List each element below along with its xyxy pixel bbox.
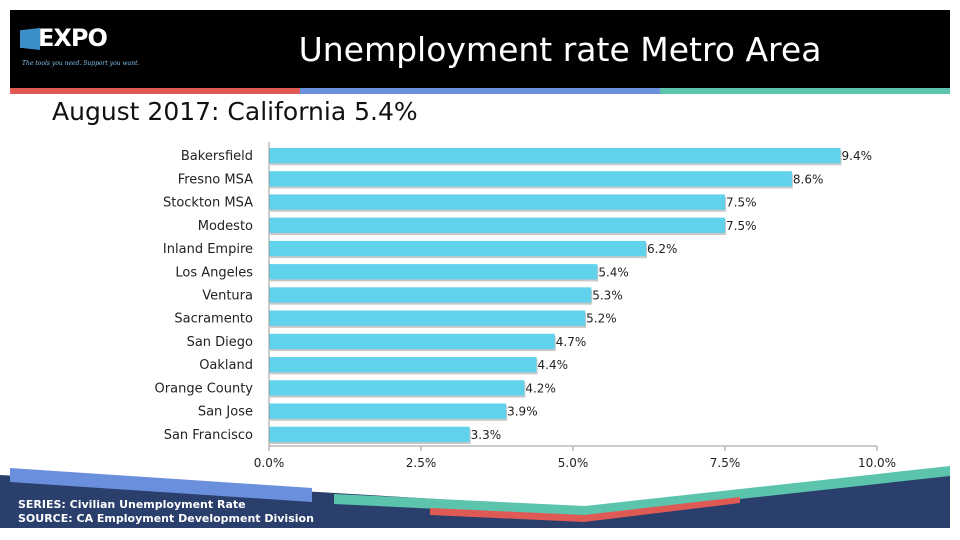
data-label: 3.9% — [507, 405, 538, 419]
x-tick-label: 5.0% — [558, 456, 589, 470]
data-label: 7.5% — [726, 196, 757, 210]
x-tick-label: 0.0% — [254, 456, 285, 470]
x-tick-label: 2.5% — [406, 456, 437, 470]
category-label: Los Angeles — [175, 265, 253, 280]
category-label: Sacramento — [174, 312, 253, 327]
stripe-blue — [300, 88, 660, 94]
header-bar: EXPO The tools you need. Support you wan… — [10, 10, 950, 88]
x-tick-label: 10.0% — [858, 456, 896, 470]
category-label: San Francisco — [164, 428, 253, 443]
category-label: Fresno MSA — [178, 172, 253, 187]
category-label: Inland Empire — [163, 242, 253, 257]
bar — [269, 357, 537, 373]
data-label: 6.2% — [647, 242, 678, 256]
chart-subtitle: August 2017: California 5.4% — [52, 97, 418, 126]
bar — [269, 217, 725, 233]
footer-red-swoosh — [430, 497, 740, 522]
logo-tagline: The tools you need. Support you want. — [22, 60, 140, 67]
category-label: San Diego — [187, 335, 253, 350]
bar — [269, 333, 555, 350]
category-label: Bakersfield — [181, 149, 253, 164]
data-label: 7.5% — [726, 219, 757, 233]
expo-logo: EXPO The tools you need. Support you wan… — [20, 24, 139, 76]
category-label: Stockton MSA — [163, 196, 253, 211]
bar-chart: Bakersfield 9.4% Fresno MSA 8.6% Stockton MS… — [155, 142, 896, 470]
bar — [269, 380, 525, 396]
data-label: 5.4% — [598, 265, 629, 279]
data-label: 4.7% — [556, 335, 587, 349]
data-label: 8.6% — [793, 172, 824, 186]
data-label: 5.2% — [586, 312, 617, 326]
category-label: Orange County — [155, 381, 254, 396]
bar — [269, 264, 598, 280]
data-label: 4.4% — [538, 358, 569, 372]
bar — [269, 240, 646, 257]
data-label: 3.3% — [471, 428, 502, 442]
footer-source: SOURCE: CA Employment Development Divisi… — [18, 512, 314, 525]
bar — [269, 287, 592, 303]
stripe-red — [10, 88, 300, 94]
bar — [269, 171, 792, 187]
bar — [269, 194, 725, 210]
bar — [269, 426, 470, 443]
flag-icon — [20, 28, 40, 50]
page-title: Unemployment rate Metro Area — [298, 30, 822, 69]
footer-teal-swoosh — [334, 466, 950, 516]
data-label: 9.4% — [842, 149, 873, 163]
bar — [269, 403, 507, 419]
stripe-teal — [660, 88, 950, 94]
bar — [269, 147, 841, 164]
logo-text: EXPO — [38, 24, 108, 52]
bar — [269, 310, 586, 326]
category-label: Modesto — [198, 219, 253, 234]
category-label: Ventura — [202, 289, 253, 304]
footer-blue-swoosh — [10, 468, 312, 502]
footer-series: SERIES: Civilian Unemployment Rate — [18, 498, 246, 511]
data-label: 4.2% — [525, 381, 556, 395]
x-tick-label: 7.5% — [710, 456, 741, 470]
category-label: San Jose — [198, 405, 253, 420]
data-label: 5.3% — [592, 289, 623, 303]
category-label: Oakland — [199, 358, 253, 373]
